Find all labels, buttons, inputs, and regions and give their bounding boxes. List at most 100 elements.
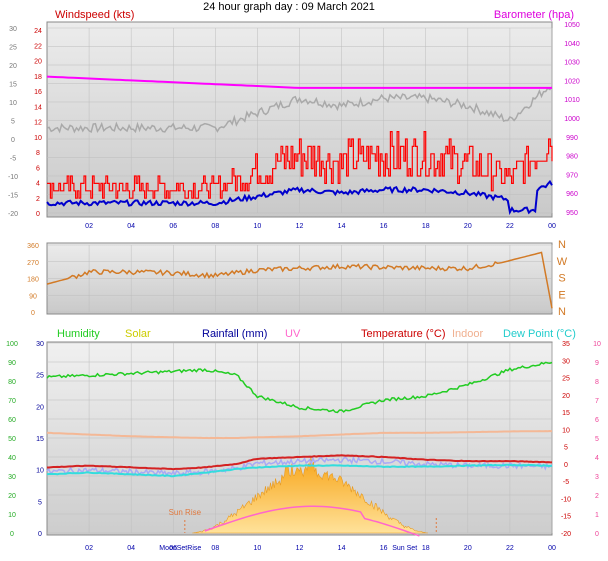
rainfall-tick-label: 15 bbox=[36, 436, 44, 443]
uv-tick-label: 1 bbox=[595, 512, 599, 519]
outer-left-tick-label: -20 bbox=[8, 211, 18, 218]
humidity-tick-label: 10 bbox=[8, 512, 16, 519]
outer-left-tick-label: 10 bbox=[9, 100, 17, 107]
humidity-line bbox=[46, 361, 553, 414]
rainfall-tick-label: 5 bbox=[38, 499, 42, 506]
rainfall-axis-ticks: 30 25 20 15 10 5 0 bbox=[36, 341, 44, 538]
temperature-tick-label: 20 bbox=[562, 393, 570, 400]
barometer-tick-label: 1020 bbox=[564, 78, 580, 85]
temperature-tick-label: 10 bbox=[562, 427, 570, 434]
humidity-tick-label: 100 bbox=[6, 341, 18, 348]
x-tick-label: 18 bbox=[422, 545, 430, 552]
wind-gust-line bbox=[47, 131, 553, 199]
legend-entry: Temperature (°C) bbox=[361, 328, 445, 340]
dew-point-line bbox=[46, 463, 553, 478]
temperature-tick-label: 25 bbox=[562, 376, 570, 383]
windspeed-tick-label: 12 bbox=[34, 120, 42, 127]
humidity-tick-label: 50 bbox=[8, 436, 16, 443]
compass-label: E bbox=[558, 289, 565, 301]
uv-tick-label: 6 bbox=[595, 417, 599, 424]
rainfall-tick-label: 30 bbox=[36, 341, 44, 348]
barometer-tick-label: 980 bbox=[566, 154, 578, 161]
temperature-tick-label: 30 bbox=[562, 358, 570, 365]
outer-left-tick-label: 30 bbox=[9, 26, 17, 33]
x-tick-label: 10 bbox=[254, 545, 262, 552]
x-tick-label: 08 bbox=[211, 223, 219, 230]
windspeed-tick-label: 10 bbox=[34, 135, 42, 142]
legend-entry: Solar bbox=[125, 328, 151, 340]
humidity-tick-label: 90 bbox=[8, 360, 16, 367]
uv-tick-label: 2 bbox=[595, 493, 599, 500]
temperature-tick-label: -15 bbox=[561, 514, 571, 521]
barometer-tick-label: 1000 bbox=[564, 116, 580, 123]
x-tick-label: 20 bbox=[464, 545, 472, 552]
x-tick-label: 20 bbox=[464, 223, 472, 230]
windspeed-tick-label: 6 bbox=[36, 165, 40, 172]
x-tick-label: 00 bbox=[548, 223, 556, 230]
barometer-axis-ticks: 1050 1040 1030 1020 1010 1000 990 980 970 960 950 bbox=[564, 22, 580, 217]
temperature-tick-label: -5 bbox=[563, 479, 569, 486]
temperature-tick-label: 35 bbox=[562, 341, 570, 348]
compass-label: W bbox=[557, 256, 568, 268]
uv-tick-label: 3 bbox=[595, 474, 599, 481]
uv-tick-label: 9 bbox=[595, 360, 599, 367]
uv-tick-label: 5 bbox=[595, 436, 599, 443]
temperature-tick-label: 15 bbox=[562, 410, 570, 417]
panel1-x-axis-labels: 02 04 06 08 10 12 14 16 18 20 22 00 bbox=[85, 223, 556, 230]
direction-degree-ticks: 360 270 180 90 0 bbox=[27, 243, 39, 317]
windspeed-tick-label: 8 bbox=[36, 150, 40, 157]
outer-left-tick-label: 0 bbox=[11, 137, 15, 144]
compass-label: N bbox=[558, 239, 566, 251]
rainfall-tick-label: 25 bbox=[36, 373, 44, 380]
sun-moon-annotations: Sun Rise MoonSet Rise Sun Set bbox=[159, 508, 437, 552]
lavender-series-line bbox=[46, 455, 553, 477]
panel1-gridlines bbox=[47, 27, 553, 214]
compass-label: N bbox=[558, 306, 566, 318]
barometer-tick-label: 970 bbox=[566, 172, 578, 179]
x-tick-label: 04 bbox=[127, 223, 135, 230]
temperature-tick-label: 0 bbox=[564, 462, 568, 469]
panel-windspeed-barometer: Windspeed (kts) Barometer (hpa) 30252015… bbox=[8, 9, 580, 230]
barometer-tick-label: 960 bbox=[566, 191, 578, 198]
direction-degree-label: 270 bbox=[27, 260, 39, 267]
legend-entry: Humidity bbox=[57, 328, 100, 340]
panel2-gridlines bbox=[47, 244, 553, 313]
sun-set-label: Sun Set bbox=[392, 545, 417, 552]
x-tick-label: 12 bbox=[296, 223, 304, 230]
x-tick-label: 06 bbox=[169, 223, 177, 230]
rainfall-tick-label: 0 bbox=[38, 531, 42, 538]
x-tick-label: 22 bbox=[506, 545, 514, 552]
chart-title: 24 hour graph day : 09 March 2021 bbox=[203, 1, 375, 13]
humidity-tick-label: 70 bbox=[8, 398, 16, 405]
rise-overlap-label: Rise bbox=[187, 545, 201, 552]
barometer-line bbox=[46, 75, 552, 89]
barometer-tick-label: 1010 bbox=[564, 97, 580, 104]
outer-left-tick-label: -5 bbox=[10, 156, 16, 163]
sun-rise-label: Sun Rise bbox=[169, 508, 202, 517]
legend-entry: Rainfall (mm) bbox=[202, 328, 267, 340]
panel3-gridlines bbox=[47, 342, 553, 534]
wind-average-line bbox=[46, 179, 553, 216]
rainfall-tick-label: 10 bbox=[36, 468, 44, 475]
temperature-tick-label: -20 bbox=[561, 531, 571, 538]
indoor-line bbox=[46, 429, 553, 440]
outer-left-tick-label: 20 bbox=[9, 63, 17, 70]
gray-series-line bbox=[46, 86, 553, 134]
temperature-line bbox=[47, 454, 553, 471]
humidity-tick-label: 30 bbox=[8, 474, 16, 481]
x-tick-label: 08 bbox=[211, 545, 219, 552]
outer-left-tick-label: 15 bbox=[9, 82, 17, 89]
legend-entry: Dew Point (°C) bbox=[503, 328, 576, 340]
uv-tick-label: 4 bbox=[595, 455, 599, 462]
windspeed-tick-label: 18 bbox=[34, 74, 42, 81]
humidity-tick-label: 60 bbox=[8, 417, 16, 424]
windspeed-tick-label: 2 bbox=[36, 196, 40, 203]
uv-tick-label: 0 bbox=[595, 531, 599, 538]
x-tick-label: 14 bbox=[338, 223, 346, 230]
windspeed-tick-label: 20 bbox=[34, 59, 42, 66]
windspeed-tick-label: 16 bbox=[34, 89, 42, 96]
humidity-tick-label: 0 bbox=[10, 531, 14, 538]
